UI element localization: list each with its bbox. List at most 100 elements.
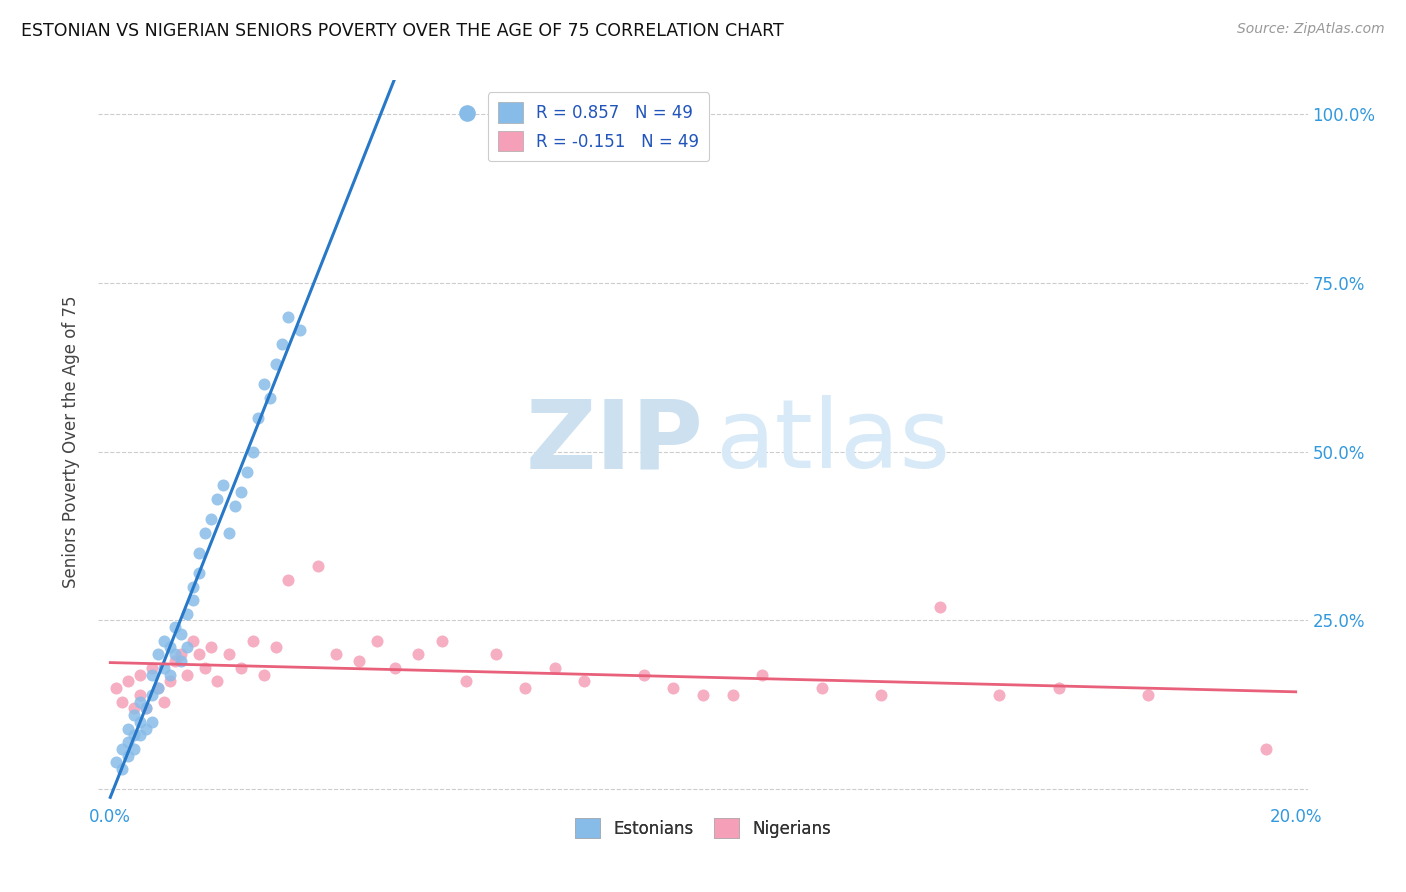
Point — [751, 667, 773, 681]
Point — [264, 357, 287, 371]
Point — [544, 661, 567, 675]
Point — [188, 647, 211, 661]
Point — [141, 688, 163, 702]
Point — [129, 667, 152, 681]
Point — [929, 599, 952, 614]
Point — [170, 627, 193, 641]
Point — [146, 647, 169, 661]
Point — [117, 748, 139, 763]
Point — [152, 633, 174, 648]
Point — [165, 654, 187, 668]
Point — [633, 667, 655, 681]
Point — [384, 661, 406, 675]
Point — [170, 654, 193, 668]
Point — [111, 762, 134, 776]
Point — [129, 714, 152, 729]
Point — [122, 708, 145, 723]
Point — [117, 674, 139, 689]
Point — [229, 661, 252, 675]
Point — [288, 323, 311, 337]
Y-axis label: Seniors Poverty Over the Age of 75: Seniors Poverty Over the Age of 75 — [62, 295, 80, 588]
Point — [146, 681, 169, 695]
Text: Source: ZipAtlas.com: Source: ZipAtlas.com — [1237, 22, 1385, 37]
Point — [111, 741, 134, 756]
Point — [129, 728, 152, 742]
Point — [135, 722, 157, 736]
Point — [181, 593, 204, 607]
Point — [242, 633, 264, 648]
Point — [253, 667, 276, 681]
Point — [218, 647, 240, 661]
Point — [224, 499, 246, 513]
Point — [159, 667, 181, 681]
Point — [117, 735, 139, 749]
Text: atlas: atlas — [716, 395, 950, 488]
Point — [181, 633, 204, 648]
Point — [176, 640, 198, 655]
Point — [159, 640, 181, 655]
Point — [212, 478, 235, 492]
Point — [253, 377, 276, 392]
Point — [1254, 741, 1277, 756]
Point — [307, 559, 329, 574]
Point — [229, 485, 252, 500]
Point — [170, 647, 193, 661]
Point — [869, 688, 891, 702]
Point — [159, 674, 181, 689]
Point — [135, 701, 157, 715]
Point — [1047, 681, 1070, 695]
Point — [141, 661, 163, 675]
Point — [146, 681, 169, 695]
Point — [484, 647, 506, 661]
Point — [194, 525, 217, 540]
Point — [515, 681, 537, 695]
Point — [152, 661, 174, 675]
Point — [454, 674, 477, 689]
Point — [277, 573, 299, 587]
Text: ESTONIAN VS NIGERIAN SENIORS POVERTY OVER THE AGE OF 75 CORRELATION CHART: ESTONIAN VS NIGERIAN SENIORS POVERTY OVE… — [21, 22, 783, 40]
Text: ZIP: ZIP — [524, 395, 703, 488]
Point — [165, 620, 187, 634]
Point — [105, 756, 128, 770]
Point — [188, 566, 211, 581]
Point — [135, 701, 157, 715]
Point — [181, 580, 204, 594]
Point — [347, 654, 370, 668]
Point — [176, 607, 198, 621]
Point — [200, 512, 222, 526]
Point — [117, 722, 139, 736]
Point — [194, 661, 217, 675]
Point — [111, 694, 134, 708]
Point — [188, 546, 211, 560]
Point — [810, 681, 832, 695]
Point — [259, 391, 281, 405]
Point — [692, 688, 714, 702]
Point — [247, 411, 270, 425]
Point — [152, 694, 174, 708]
Point — [141, 667, 163, 681]
Point — [264, 640, 287, 655]
Point — [129, 688, 152, 702]
Point — [165, 647, 187, 661]
Point — [574, 674, 596, 689]
Point — [271, 336, 294, 351]
Point — [176, 667, 198, 681]
Point — [218, 525, 240, 540]
Point — [129, 694, 152, 708]
Point — [1136, 688, 1159, 702]
Point — [242, 444, 264, 458]
Point — [122, 741, 145, 756]
Point — [721, 688, 744, 702]
Point — [200, 640, 222, 655]
Point — [141, 714, 163, 729]
Point — [277, 310, 299, 324]
Point — [988, 688, 1011, 702]
Point — [662, 681, 685, 695]
Legend: Estonians, Nigerians: Estonians, Nigerians — [568, 812, 838, 845]
Point — [205, 674, 228, 689]
Point — [235, 465, 257, 479]
Point — [432, 633, 454, 648]
Point — [325, 647, 347, 661]
Point — [122, 728, 145, 742]
Point — [105, 681, 128, 695]
